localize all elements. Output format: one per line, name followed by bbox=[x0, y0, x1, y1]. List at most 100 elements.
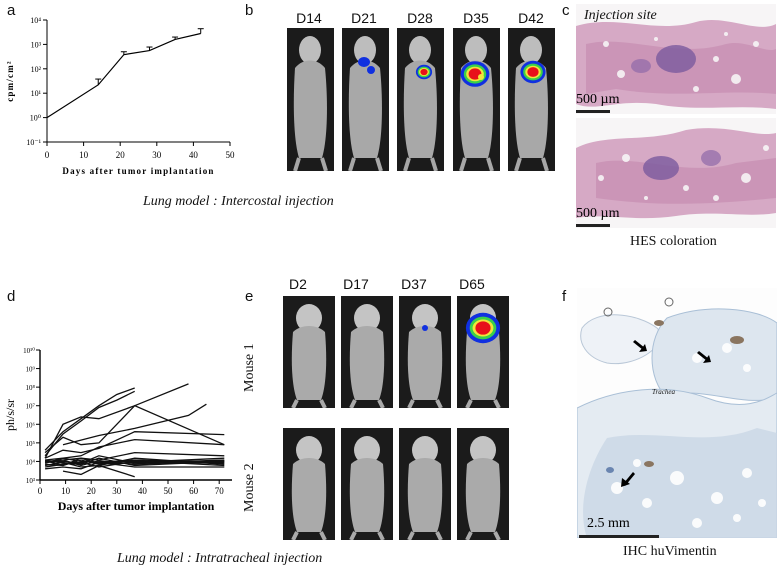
series-line-d bbox=[44, 387, 135, 451]
x-tick-label-d: 50 bbox=[164, 486, 174, 496]
mouse-leg bbox=[465, 531, 501, 540]
hes-stain-label: HES coloration bbox=[630, 234, 717, 249]
x-axis-label-d: Days after tumor implantation bbox=[58, 499, 215, 513]
ihc-section: Trachea 2.5 mm bbox=[577, 288, 777, 538]
mouse-body bbox=[291, 458, 327, 532]
day-label-e-1: D2 bbox=[289, 276, 307, 292]
x-tick-label-d: 70 bbox=[215, 486, 225, 496]
mouse-head bbox=[470, 436, 496, 464]
mouse-1-image-d2 bbox=[283, 296, 335, 408]
series-line-d bbox=[44, 431, 225, 459]
chart-a: 0 10 20 30 40 50 10⁻¹ 10⁰ 10¹ 10² 10³ 10⁴ Days after… bbox=[5, 16, 236, 176]
mouse-silhouette bbox=[508, 28, 555, 171]
y-tick-label-d: 10⁴ bbox=[26, 458, 36, 466]
day-label-b-4: D35 bbox=[463, 10, 489, 26]
mouse-leg bbox=[291, 399, 327, 408]
series-line-d bbox=[45, 461, 225, 470]
mouse-silhouette bbox=[287, 28, 334, 171]
mouse-2-image-d37 bbox=[399, 428, 451, 540]
x-tick-label-a: 10 bbox=[79, 150, 89, 160]
y-tick-label-a: 10³ bbox=[31, 40, 42, 49]
day-label-b-1: D14 bbox=[296, 10, 322, 26]
panel-label-e: e bbox=[245, 288, 254, 305]
marker-circle bbox=[664, 297, 674, 307]
y-tick-label-d: 10¹⁰ bbox=[23, 347, 35, 355]
day-label-b-5: D42 bbox=[518, 10, 544, 26]
y-tick-label-a: 10⁰ bbox=[30, 114, 41, 123]
bioluminescence-signal bbox=[527, 67, 539, 77]
injection-site-label: Injection site bbox=[584, 8, 657, 23]
bioluminescence-signal bbox=[367, 66, 375, 74]
y-tick-label-a: 10⁻¹ bbox=[26, 138, 41, 147]
y-axis-label-a: cpm/cm² bbox=[5, 60, 15, 102]
mouse-silhouette bbox=[341, 296, 393, 408]
mouse-silhouette bbox=[283, 428, 335, 540]
lung-tissue-image bbox=[576, 128, 776, 219]
mouse-body bbox=[293, 60, 327, 158]
series-line-d bbox=[45, 459, 225, 467]
y-tick-label-d: 10⁹ bbox=[26, 366, 36, 374]
y-tick-label-a: 10⁴ bbox=[30, 16, 41, 25]
caption-intratracheal: Lung model : Intratracheal injection bbox=[117, 551, 323, 566]
mouse-1-image-d17 bbox=[341, 296, 393, 408]
y-tick-label-d: 10³ bbox=[26, 477, 35, 485]
mouse-leg bbox=[403, 157, 438, 171]
series-line-d bbox=[44, 390, 135, 457]
mouse-image-d14 bbox=[287, 28, 334, 171]
day-label-e-3: D37 bbox=[401, 276, 427, 292]
mouse-head bbox=[296, 436, 322, 464]
panel-label-b: b bbox=[245, 2, 254, 19]
scale-bar-f bbox=[579, 535, 659, 538]
mouse-silhouette bbox=[342, 28, 389, 171]
mouse-head bbox=[296, 304, 322, 332]
mouse-body bbox=[465, 326, 501, 400]
x-tick-label-a: 20 bbox=[116, 150, 126, 160]
mouse-head bbox=[354, 436, 380, 464]
y-axis-label-d: ph/s/sr bbox=[3, 399, 17, 431]
bioluminescence-signal bbox=[478, 74, 484, 80]
scale-bar-top bbox=[576, 110, 610, 113]
mouse-leg bbox=[465, 399, 501, 408]
mouse-head bbox=[409, 36, 431, 64]
mouse-body bbox=[407, 458, 443, 532]
mouse-image-d42 bbox=[508, 28, 555, 171]
mouse-leg bbox=[291, 531, 327, 540]
mouse-1-image-d37 bbox=[399, 296, 451, 408]
x-tick-label-a: 50 bbox=[226, 150, 236, 160]
mouse-2-image-d65 bbox=[457, 428, 509, 540]
ihc-stain-label: IHC huVimentin bbox=[623, 544, 717, 559]
x-tick-label-d: 40 bbox=[138, 486, 148, 496]
mouse-body bbox=[291, 326, 327, 400]
x-tick-label-d: 60 bbox=[189, 486, 199, 496]
mouse-leg bbox=[407, 531, 443, 540]
mouse-leg bbox=[348, 157, 383, 171]
mouse-body bbox=[349, 326, 385, 400]
series-line-d bbox=[62, 464, 135, 478]
y-tick-label-d: 10⁵ bbox=[26, 440, 36, 448]
caption-intercostal: Lung model : Intercostal injection bbox=[143, 194, 334, 209]
x-tick-label-a: 40 bbox=[189, 150, 199, 160]
mouse-silhouette bbox=[341, 428, 393, 540]
mouse-silhouette bbox=[457, 428, 509, 540]
arrow-icon bbox=[621, 472, 635, 487]
x-tick-label-a: 30 bbox=[152, 150, 162, 160]
lung-tissue-image bbox=[576, 20, 776, 110]
mouse-head bbox=[354, 304, 380, 332]
marker-circle bbox=[603, 307, 613, 317]
y-tick-label-d: 10⁷ bbox=[26, 403, 36, 411]
y-tick-label-a: 10¹ bbox=[31, 89, 42, 98]
day-label-b-2: D21 bbox=[351, 10, 377, 26]
series-line-d bbox=[44, 383, 189, 459]
day-label-e-4: D65 bbox=[459, 276, 485, 292]
chart-d: 0 10 20 30 40 50 60 70 10³ 10⁴ 10⁵ 10⁶ 10⁷ 10⁸ 10⁹ 10¹⁰… bbox=[3, 347, 232, 513]
bioluminescence-signal bbox=[420, 68, 428, 76]
mouse-2-image-d17 bbox=[341, 428, 393, 540]
bioluminescence-signal bbox=[422, 325, 428, 331]
mouse-head bbox=[412, 436, 438, 464]
row-label-mouse-1: Mouse 1 bbox=[242, 343, 257, 392]
bioluminescence-signal bbox=[475, 321, 491, 335]
hes-section-bottom: 500 µm bbox=[576, 118, 776, 228]
bioluminescence-signal bbox=[358, 57, 370, 67]
mouse-leg bbox=[349, 399, 385, 408]
mouse-body bbox=[349, 458, 385, 532]
